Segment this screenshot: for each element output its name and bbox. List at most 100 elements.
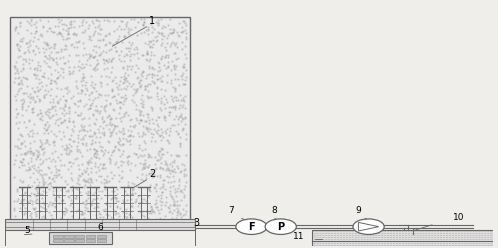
Point (71, 195, 79, 199)
Point (14, 82, 22, 86)
Point (167, 68, 175, 72)
Point (171, 203, 179, 207)
Point (100, 151, 108, 155)
Point (44, 131, 52, 135)
Point (12, 121, 20, 124)
Point (55, 172, 63, 176)
Point (22, 108, 30, 112)
Point (166, 171, 174, 175)
Point (145, 59, 153, 63)
Point (17, 199, 25, 203)
Point (12, 153, 20, 156)
Point (130, 87, 138, 91)
Point (49, 189, 57, 193)
Point (82, 62, 90, 66)
Point (58, 22, 66, 26)
Point (76, 99, 84, 103)
Point (81, 205, 89, 209)
Point (102, 50, 110, 54)
Point (75, 173, 83, 177)
Point (153, 21, 161, 25)
Point (36, 117, 44, 121)
Point (126, 133, 134, 137)
Point (68, 178, 76, 182)
Point (168, 211, 176, 215)
Point (13, 43, 21, 47)
Point (91, 122, 99, 126)
Point (57, 175, 65, 179)
Point (169, 169, 177, 173)
Point (99, 163, 107, 167)
Point (165, 168, 173, 172)
Point (178, 30, 186, 33)
Point (143, 94, 151, 98)
Point (18, 105, 26, 109)
Point (108, 122, 116, 126)
Point (134, 56, 142, 60)
Point (144, 42, 152, 46)
Point (90, 66, 98, 70)
Point (61, 104, 69, 108)
Point (133, 32, 141, 36)
Point (100, 162, 108, 166)
Point (47, 170, 55, 174)
Point (165, 105, 173, 109)
Point (34, 165, 42, 169)
Point (115, 148, 123, 152)
Point (86, 147, 94, 151)
Point (88, 170, 96, 174)
Point (169, 105, 177, 109)
Point (82, 102, 90, 106)
Point (127, 205, 135, 209)
Point (24, 149, 32, 153)
Point (40, 93, 48, 97)
Point (155, 31, 163, 35)
Point (135, 134, 143, 138)
Point (32, 29, 40, 32)
Point (71, 156, 79, 160)
Point (107, 131, 115, 135)
Point (163, 174, 171, 178)
Point (121, 93, 129, 96)
Point (163, 41, 171, 45)
Point (103, 115, 111, 119)
Point (78, 30, 86, 34)
Point (96, 215, 104, 219)
Point (156, 175, 164, 179)
Point (92, 50, 100, 54)
Point (40, 146, 48, 150)
Point (122, 76, 129, 80)
Point (117, 19, 125, 23)
Point (137, 200, 145, 204)
Point (106, 40, 114, 44)
Point (93, 216, 101, 219)
Point (124, 183, 132, 187)
Point (59, 67, 67, 71)
Point (146, 127, 154, 131)
Point (57, 121, 65, 125)
Point (114, 217, 122, 220)
Point (73, 86, 81, 90)
Point (119, 128, 126, 132)
Point (176, 144, 184, 148)
Point (119, 81, 127, 85)
Point (143, 82, 151, 86)
Point (45, 53, 53, 57)
Bar (97, 235, 106, 238)
Point (19, 100, 27, 104)
Point (171, 187, 179, 191)
Point (12, 25, 20, 29)
Point (173, 213, 181, 217)
Point (137, 109, 145, 113)
Point (120, 143, 127, 147)
Point (93, 109, 101, 113)
Point (56, 106, 64, 110)
Point (95, 92, 103, 96)
Point (134, 131, 142, 135)
Point (47, 213, 55, 217)
Point (139, 69, 147, 73)
Point (173, 206, 181, 210)
Text: 11: 11 (293, 232, 304, 241)
Point (15, 81, 23, 85)
Point (66, 148, 74, 152)
